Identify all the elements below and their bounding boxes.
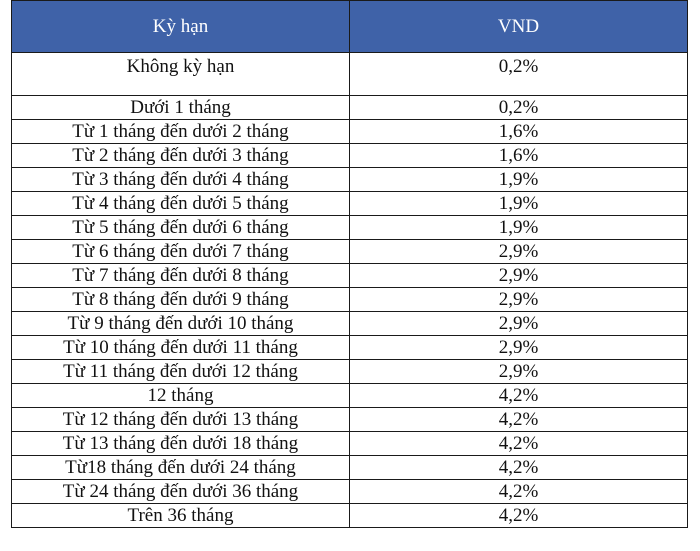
term-cell: Từ 10 tháng đến dưới 11 tháng <box>11 335 350 360</box>
rate-cell: 2,9% <box>349 359 688 384</box>
table-row: Từ 3 tháng đến dưới 4 tháng 1,9% <box>11 167 688 192</box>
table-row: Từ 4 tháng đến dưới 5 tháng 1,9% <box>11 191 688 216</box>
term-cell: Từ 3 tháng đến dưới 4 tháng <box>11 167 350 192</box>
term-cell: Từ 11 tháng đến dưới 12 tháng <box>11 359 350 384</box>
rate-cell: 4,2% <box>349 431 688 456</box>
table-header: Kỳ hạn VND <box>11 0 688 53</box>
rate-cell: 4,2% <box>349 479 688 504</box>
term-cell: Từ 7 tháng đến dưới 8 tháng <box>11 263 350 288</box>
term-cell: Dưới 1 tháng <box>11 95 350 120</box>
table-row: Không kỳ hạn 0,2% <box>11 52 688 96</box>
term-cell: Từ18 tháng đến dưới 24 tháng <box>11 455 350 480</box>
term-cell: Từ 4 tháng đến dưới 5 tháng <box>11 191 350 216</box>
rate-cell: 4,2% <box>349 503 688 528</box>
table-row: Từ 2 tháng đến dưới 3 tháng 1,6% <box>11 143 688 168</box>
term-cell: Từ 8 tháng đến dưới 9 tháng <box>11 287 350 312</box>
header-term: Kỳ hạn <box>11 0 350 53</box>
rate-cell: 4,2% <box>349 407 688 432</box>
rate-cell: 1,6% <box>349 143 688 168</box>
rate-cell: 1,6% <box>349 119 688 144</box>
term-cell: Từ 12 tháng đến dưới 13 tháng <box>11 407 350 432</box>
table-row: Từ 1 tháng đến dưới 2 tháng 1,6% <box>11 119 688 144</box>
term-cell: Từ 6 tháng đến dưới 7 tháng <box>11 239 350 264</box>
term-cell: Từ 2 tháng đến dưới 3 tháng <box>11 143 350 168</box>
rate-cell: 0,2% <box>349 95 688 120</box>
term-cell: Từ 5 tháng đến dưới 6 tháng <box>11 215 350 240</box>
table-row: Từ 6 tháng đến dưới 7 tháng 2,9% <box>11 239 688 264</box>
table-row: Từ 13 tháng đến dưới 18 tháng 4,2% <box>11 431 688 456</box>
table-row: Từ 8 tháng đến dưới 9 tháng 2,9% <box>11 287 688 312</box>
rate-cell: 1,9% <box>349 167 688 192</box>
term-cell: Từ 9 tháng đến dưới 10 tháng <box>11 311 350 336</box>
table-body: Không kỳ hạn 0,2% Dưới 1 tháng 0,2% Từ 1… <box>11 52 688 528</box>
table-row: Từ 10 tháng đến dưới 11 tháng 2,9% <box>11 335 688 360</box>
rate-cell: 4,2% <box>349 383 688 408</box>
rate-cell: 0,2% <box>349 52 688 96</box>
table-row: Dưới 1 tháng 0,2% <box>11 95 688 120</box>
rate-cell: 1,9% <box>349 215 688 240</box>
term-cell: 12 tháng <box>11 383 350 408</box>
table-row: Từ18 tháng đến dưới 24 tháng 4,2% <box>11 455 688 480</box>
rate-cell: 4,2% <box>349 455 688 480</box>
rate-cell: 2,9% <box>349 287 688 312</box>
rate-cell: 2,9% <box>349 263 688 288</box>
table-row: Từ 9 tháng đến dưới 10 tháng 2,9% <box>11 311 688 336</box>
table-row: Trên 36 tháng 4,2% <box>11 503 688 528</box>
rate-cell: 2,9% <box>349 335 688 360</box>
term-cell: Trên 36 tháng <box>11 503 350 528</box>
interest-rate-table: Kỳ hạn VND Không kỳ hạn 0,2% Dưới 1 thán… <box>11 0 688 528</box>
rate-cell: 1,9% <box>349 191 688 216</box>
table-row: Từ 12 tháng đến dưới 13 tháng 4,2% <box>11 407 688 432</box>
rate-cell: 2,9% <box>349 311 688 336</box>
table-row: 12 tháng 4,2% <box>11 383 688 408</box>
term-cell: Từ 1 tháng đến dưới 2 tháng <box>11 119 350 144</box>
table-row: Từ 7 tháng đến dưới 8 tháng 2,9% <box>11 263 688 288</box>
table-row: Từ 24 tháng đến dưới 36 tháng 4,2% <box>11 479 688 504</box>
table-row: Từ 5 tháng đến dưới 6 tháng 1,9% <box>11 215 688 240</box>
rate-cell: 2,9% <box>349 239 688 264</box>
term-cell: Từ 24 tháng đến dưới 36 tháng <box>11 479 350 504</box>
table-row: Từ 11 tháng đến dưới 12 tháng 2,9% <box>11 359 688 384</box>
term-cell: Không kỳ hạn <box>11 52 350 96</box>
term-cell: Từ 13 tháng đến dưới 18 tháng <box>11 431 350 456</box>
header-currency: VND <box>349 0 688 53</box>
header-row: Kỳ hạn VND <box>11 0 688 53</box>
